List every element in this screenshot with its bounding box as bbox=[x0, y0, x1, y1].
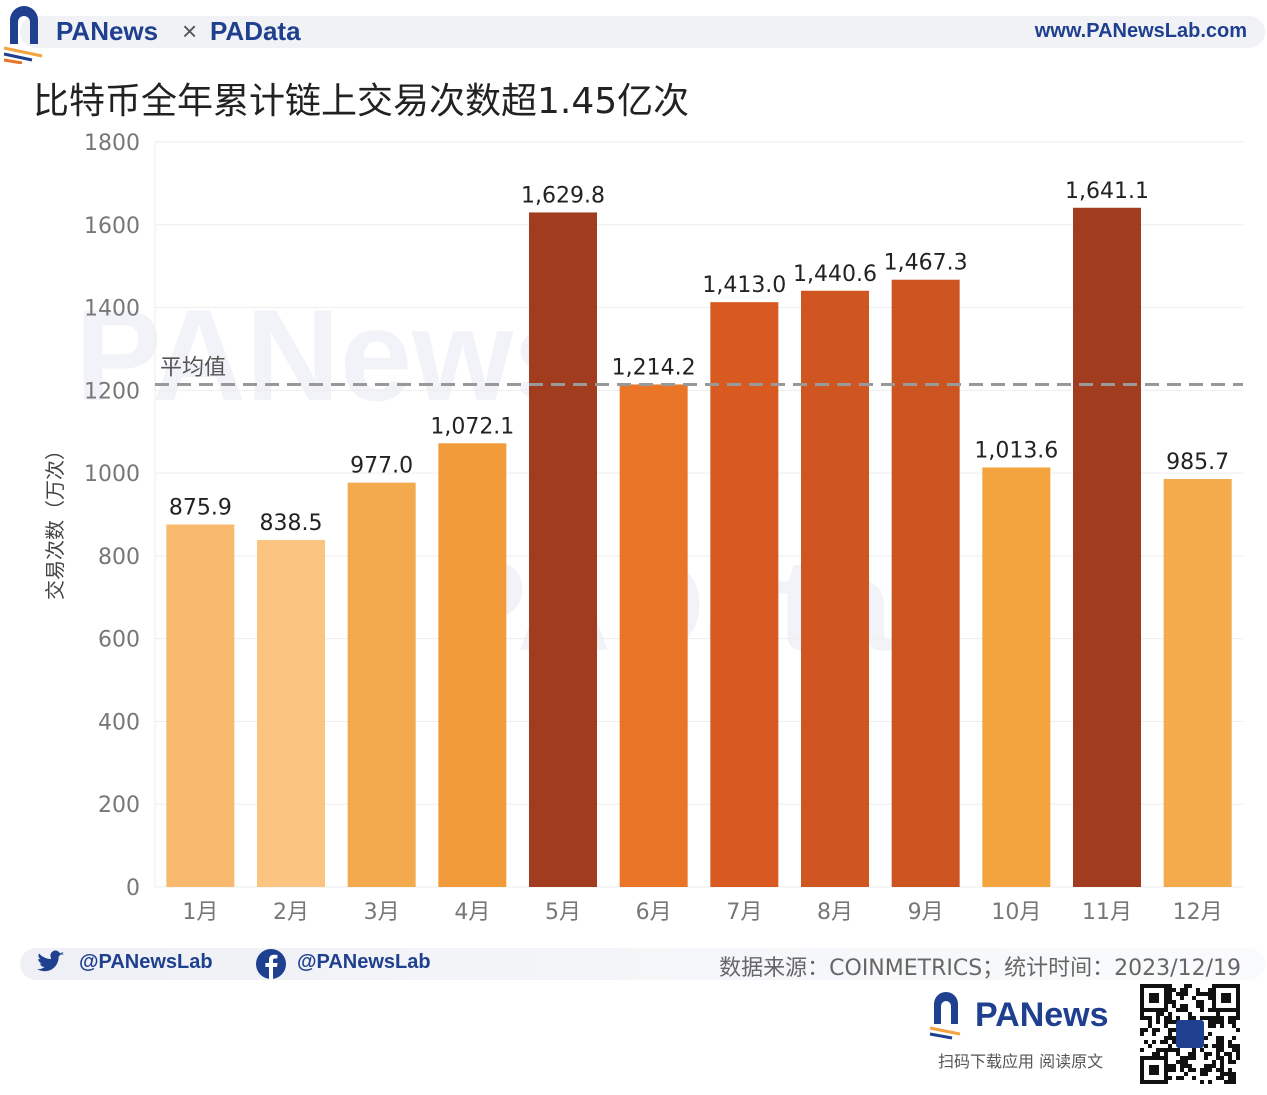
x-tick-label: 6月 bbox=[636, 900, 672, 925]
data-label: 1,214.2 bbox=[612, 355, 696, 380]
data-label: 1,440.6 bbox=[793, 262, 877, 287]
y-axis-label: 交易次数（万次） bbox=[43, 440, 67, 600]
y-tick-label: 1000 bbox=[84, 462, 140, 487]
bar-chart: 交易次数（万次） 0 200 400 600 800 1000 1200 1400 1600 18… bbox=[43, 131, 1243, 925]
x-tick-label: 7月 bbox=[726, 900, 762, 925]
y-tick-label: 0 bbox=[126, 876, 140, 901]
bar bbox=[619, 384, 688, 887]
y-tick-label: 1400 bbox=[84, 297, 140, 322]
data-label: 1,013.6 bbox=[974, 438, 1058, 463]
x-tick-label: 5月 bbox=[545, 900, 581, 925]
x-tick-label: 1月 bbox=[182, 900, 218, 925]
bar bbox=[438, 443, 507, 887]
footer-logo-text: PANews bbox=[975, 996, 1109, 1034]
bar bbox=[801, 290, 869, 887]
x-tick-label: 2月 bbox=[273, 900, 309, 925]
data-label: 875.9 bbox=[169, 495, 232, 520]
bar bbox=[166, 524, 235, 887]
facebook-handle[interactable]: @PANewsLab bbox=[297, 951, 431, 973]
x-tick-label: 12月 bbox=[1173, 900, 1223, 925]
twitter-handle[interactable]: @PANewsLab bbox=[79, 951, 213, 973]
data-label: 1,467.3 bbox=[884, 251, 968, 276]
panews-footer-logo-icon bbox=[929, 992, 961, 1040]
data-label: 838.5 bbox=[260, 511, 323, 536]
facebook-icon[interactable] bbox=[255, 948, 287, 980]
y-tick-label: 600 bbox=[98, 628, 140, 653]
x-tick-label: 11月 bbox=[1082, 900, 1132, 925]
x-tick-label: 3月 bbox=[364, 900, 400, 925]
brand-times: × bbox=[182, 16, 198, 46]
data-label: 1,641.1 bbox=[1065, 179, 1149, 204]
y-tick-label: 200 bbox=[98, 793, 140, 818]
bar bbox=[529, 212, 597, 887]
brand-padata: PAData bbox=[210, 16, 301, 46]
y-tick-label: 1200 bbox=[84, 379, 140, 404]
x-tick-label: 9月 bbox=[908, 900, 944, 925]
data-label: 1,413.0 bbox=[702, 273, 786, 298]
bar bbox=[891, 279, 960, 888]
x-tick-label: 8月 bbox=[817, 900, 853, 925]
watermark-panews: PANews bbox=[75, 282, 586, 428]
website-link[interactable]: www.PANewsLab.com bbox=[1034, 20, 1247, 42]
brand-panews: PANews bbox=[56, 16, 159, 46]
bar bbox=[257, 539, 325, 887]
y-tick-label: 400 bbox=[98, 710, 140, 735]
data-label: 977.0 bbox=[350, 454, 413, 479]
y-tick-label: 1800 bbox=[84, 131, 140, 156]
chart-title: 比特币全年累计链上交易次数超1.45亿次 bbox=[33, 81, 690, 122]
twitter-icon[interactable] bbox=[36, 950, 66, 976]
bar bbox=[710, 302, 779, 887]
data-source: 数据来源：COINMETRICS；统计时间：2023/12/19 bbox=[719, 956, 1241, 981]
x-tick-label: 4月 bbox=[454, 900, 490, 925]
download-cta: 扫码下载应用 阅读原文 bbox=[938, 1052, 1104, 1071]
footer-bar bbox=[20, 948, 1265, 980]
data-label: 985.7 bbox=[1166, 450, 1229, 475]
x-tick-label: 10月 bbox=[991, 900, 1041, 925]
bar bbox=[982, 467, 1051, 887]
bar bbox=[1073, 207, 1141, 887]
y-tick-label: 1600 bbox=[84, 214, 140, 239]
y-tick-label: 800 bbox=[98, 545, 140, 570]
data-label: 1,629.8 bbox=[521, 183, 605, 208]
data-label: 1,072.1 bbox=[430, 414, 514, 439]
panews-logo-icon bbox=[3, 6, 43, 64]
header-bar bbox=[20, 16, 1265, 48]
average-label: 平均值 bbox=[160, 355, 226, 380]
bar bbox=[347, 482, 416, 887]
qr-code[interactable] bbox=[1140, 984, 1240, 1084]
bar bbox=[1163, 479, 1232, 887]
